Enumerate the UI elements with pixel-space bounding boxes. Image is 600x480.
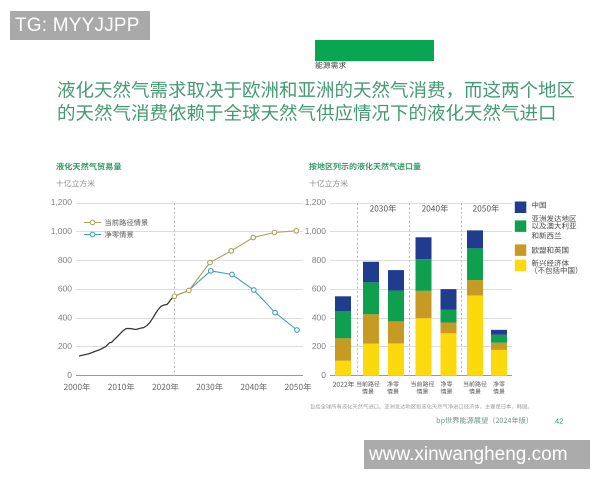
svg-text:600: 600 <box>58 284 72 294</box>
svg-text:800: 800 <box>58 255 72 265</box>
svg-text:400: 400 <box>312 312 326 322</box>
svg-text:1,000: 1,000 <box>305 226 327 236</box>
svg-text:200: 200 <box>58 341 72 351</box>
svg-text:600: 600 <box>312 284 326 294</box>
svg-text:1,000: 1,000 <box>51 226 73 236</box>
svg-text:800: 800 <box>312 255 326 265</box>
svg-text:0: 0 <box>67 370 72 380</box>
svg-text:42: 42 <box>555 417 563 426</box>
svg-text:1,200: 1,200 <box>305 197 327 207</box>
svg-text:200: 200 <box>312 341 326 351</box>
svg-text:1,200: 1,200 <box>51 197 73 207</box>
svg-text:400: 400 <box>58 312 72 322</box>
svg-text:0: 0 <box>321 370 326 380</box>
